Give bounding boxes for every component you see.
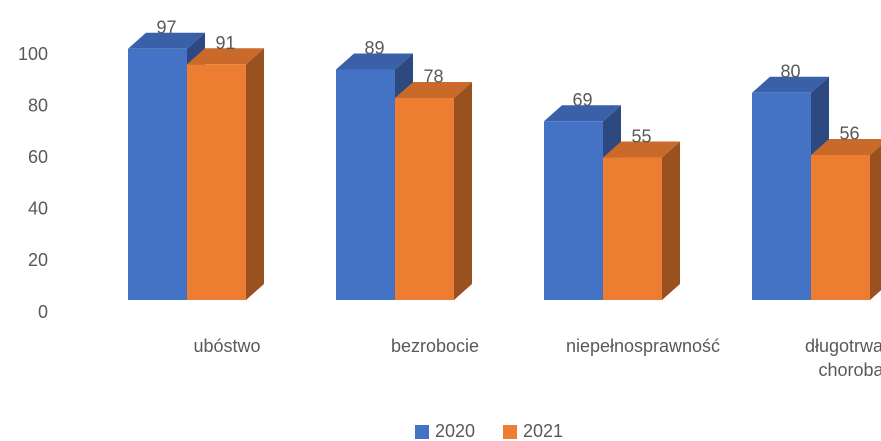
bar <box>752 92 811 300</box>
bar <box>395 97 454 300</box>
bar-side <box>662 141 680 300</box>
x-tick-label: ubóstwo <box>193 336 261 356</box>
x-tick-label: długotrwała choroba <box>804 336 881 380</box>
bar <box>187 64 246 300</box>
value-label: 55 <box>631 126 651 146</box>
y-tick-label: 20 <box>28 250 48 270</box>
bar <box>336 69 395 301</box>
y-tick-label: 100 <box>18 44 48 64</box>
legend-label: 2021 <box>523 421 563 441</box>
value-label: 56 <box>839 124 859 144</box>
y-tick-label: 60 <box>28 147 48 167</box>
value-label: 78 <box>423 67 443 87</box>
y-tick-label: 40 <box>28 199 48 219</box>
bar-side <box>246 48 264 301</box>
legend-swatch <box>415 425 429 439</box>
value-label: 91 <box>215 33 235 53</box>
x-tick-label: niepełnosprawność <box>565 336 721 356</box>
value-label: 80 <box>780 62 800 82</box>
legend-swatch <box>503 425 517 439</box>
bar-top <box>544 105 621 122</box>
bar-top <box>128 32 205 49</box>
bar-side <box>870 145 881 300</box>
x-tick-label: bezrobocie <box>390 336 480 356</box>
y-tick-label: 0 <box>38 302 48 322</box>
bar-top <box>603 141 680 158</box>
bar-top <box>336 53 413 70</box>
y-tick-label: 80 <box>28 95 48 115</box>
bar-top <box>752 76 829 93</box>
bar-side <box>454 81 472 300</box>
value-label: 97 <box>156 18 176 38</box>
bar <box>811 154 870 300</box>
bar-top <box>395 81 472 98</box>
value-label: 89 <box>364 38 384 58</box>
bar <box>603 157 662 300</box>
value-label: 69 <box>572 90 592 110</box>
bar <box>128 48 187 300</box>
bar-top <box>187 48 264 65</box>
bar-top <box>811 138 881 155</box>
legend-label: 2020 <box>435 421 475 441</box>
bar <box>544 121 603 300</box>
